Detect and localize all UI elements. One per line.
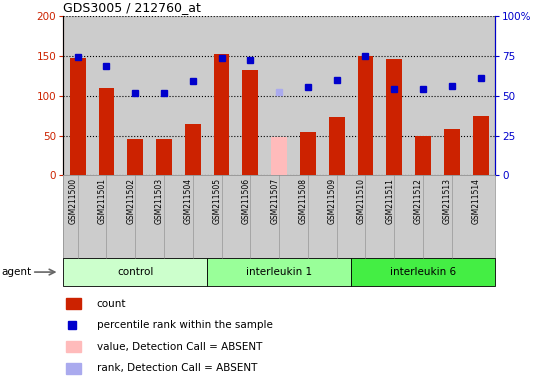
Text: count: count [97,299,126,309]
Text: GSM211510: GSM211510 [356,178,365,224]
Text: agent: agent [2,267,32,277]
Text: interleukin 6: interleukin 6 [390,267,456,277]
Bar [351,258,495,286]
Text: GSM211503: GSM211503 [155,178,164,224]
Bar [358,56,373,175]
Bar [243,70,258,175]
Text: GSM211508: GSM211508 [299,178,308,224]
Bar [271,137,287,175]
Bar [98,88,114,175]
Text: GSM211506: GSM211506 [241,178,250,224]
Text: GSM211500: GSM211500 [69,178,78,224]
Bar [65,341,81,352]
Bar [472,116,488,175]
Bar [185,124,201,175]
Text: GSM211501: GSM211501 [97,178,107,224]
Bar [386,59,402,175]
Bar [127,139,143,175]
Text: GDS3005 / 212760_at: GDS3005 / 212760_at [63,1,201,14]
Bar [65,363,81,374]
Bar [444,129,460,175]
Bar [63,258,207,286]
Text: GSM211512: GSM211512 [414,178,423,224]
Text: GSM211504: GSM211504 [184,178,192,224]
Bar [415,136,431,175]
Text: GSM211511: GSM211511 [385,178,394,224]
Bar [300,132,316,175]
Text: percentile rank within the sample: percentile rank within the sample [97,320,272,330]
Bar [213,54,229,175]
Text: control: control [117,267,153,277]
Text: GSM211514: GSM211514 [471,178,481,224]
Text: GSM211502: GSM211502 [126,178,135,224]
Bar [329,118,345,175]
Text: GSM211507: GSM211507 [270,178,279,224]
Text: GSM211509: GSM211509 [328,178,337,224]
Text: interleukin 1: interleukin 1 [246,267,312,277]
Text: rank, Detection Call = ABSENT: rank, Detection Call = ABSENT [97,363,257,373]
Bar [207,258,351,286]
Text: GSM211513: GSM211513 [443,178,452,224]
Bar [70,58,86,175]
Bar [156,139,172,175]
Bar [65,298,81,309]
Text: value, Detection Call = ABSENT: value, Detection Call = ABSENT [97,342,262,352]
Text: GSM211505: GSM211505 [212,178,222,224]
